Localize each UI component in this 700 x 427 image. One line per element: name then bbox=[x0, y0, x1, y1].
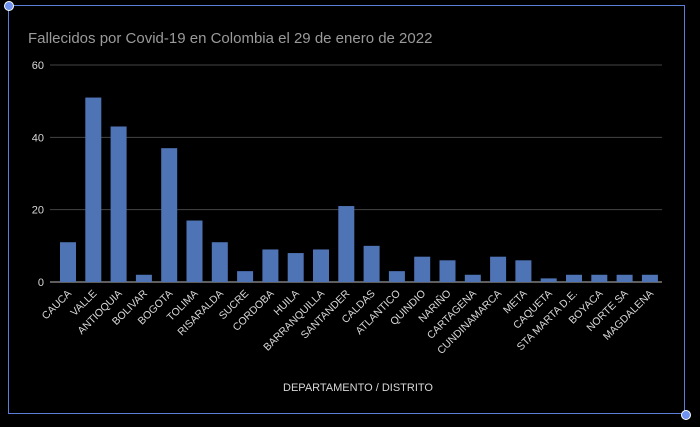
bar-meta[interactable] bbox=[515, 260, 532, 282]
bar-quindio[interactable] bbox=[414, 256, 431, 282]
bar-sucre[interactable] bbox=[237, 271, 254, 282]
bar-boyaca[interactable] bbox=[591, 274, 608, 282]
bar-caqueta[interactable] bbox=[540, 278, 557, 282]
bar-atlantico[interactable] bbox=[388, 271, 405, 282]
bar-tolima[interactable] bbox=[186, 220, 203, 282]
bar-cartagena[interactable] bbox=[464, 274, 481, 282]
bar-risaralda[interactable] bbox=[211, 242, 228, 282]
x-tick-label: CAUCA bbox=[40, 288, 74, 322]
chart-title: Fallecidos por Covid-19 en Colombia el 2… bbox=[28, 30, 432, 47]
bar-norte-sa[interactable] bbox=[616, 274, 633, 282]
bar-bolivar[interactable] bbox=[135, 274, 152, 282]
bar-magdalena[interactable] bbox=[641, 274, 658, 282]
bar-caldas[interactable] bbox=[363, 245, 380, 282]
y-tick-label: 20 bbox=[32, 205, 44, 217]
bar-santander[interactable] bbox=[338, 206, 355, 282]
chart-frame-selected[interactable] bbox=[8, 5, 685, 414]
bar-barranquilla[interactable] bbox=[313, 249, 329, 282]
y-tick-label: 40 bbox=[32, 132, 44, 144]
bar-huila[interactable] bbox=[287, 253, 304, 282]
bar-valle[interactable] bbox=[85, 97, 102, 282]
bar-antioquia[interactable] bbox=[110, 126, 127, 282]
x-axis-label: DEPARTAMENTO / DISTRITO bbox=[283, 382, 433, 394]
bar-cundinamarca[interactable] bbox=[490, 256, 507, 282]
bar-cauca[interactable] bbox=[60, 242, 76, 282]
resize-handle-top-left[interactable] bbox=[4, 1, 14, 11]
bar-nari-o[interactable] bbox=[439, 260, 456, 282]
y-tick-label: 60 bbox=[32, 60, 44, 72]
bar-sta-marta-d-e-[interactable] bbox=[566, 274, 582, 282]
resize-handle-bottom-right[interactable] bbox=[681, 410, 691, 420]
bar-cordoba[interactable] bbox=[262, 249, 279, 282]
y-tick-label: 0 bbox=[38, 277, 44, 289]
bar-bogota[interactable] bbox=[161, 148, 178, 282]
